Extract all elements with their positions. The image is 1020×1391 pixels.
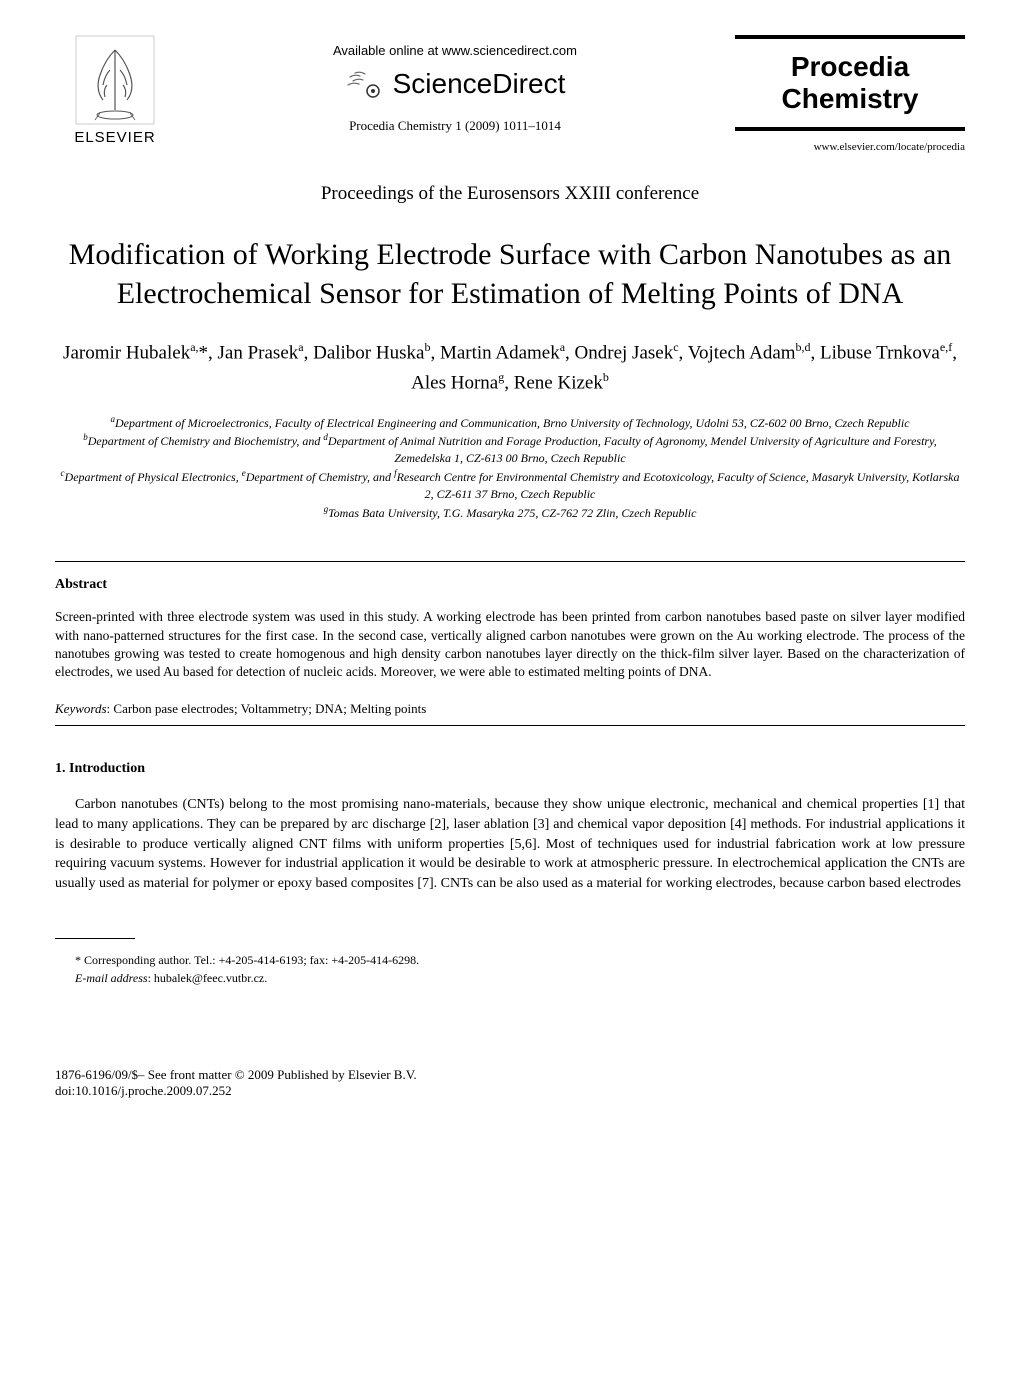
keywords-line: Keywords: Carbon pase electrodes; Voltam…	[55, 701, 965, 717]
author-list: Jaromir Hubaleka,*, Jan Praseka, Dalibor…	[55, 338, 965, 398]
introduction-text: Carbon nanotubes (CNTs) belong to the mo…	[55, 795, 965, 893]
keywords-label: Keywords	[55, 701, 107, 716]
abstract-text: Screen-printed with three electrode syst…	[55, 608, 965, 681]
keywords-text: : Carbon pase electrodes; Voltammetry; D…	[107, 701, 427, 716]
page-footer: 1876-6196/09/$– See front matter © 2009 …	[55, 1067, 965, 1099]
email-label: E-mail address	[75, 971, 148, 985]
journal-url: www.elsevier.com/locate/procedia	[735, 141, 965, 153]
publisher-label: ELSEVIER	[74, 129, 155, 146]
publisher-block: ELSEVIER	[55, 35, 175, 146]
footnote-contact: * Corresponding author. Tel.: +4-205-414…	[75, 951, 965, 969]
available-online-text: Available online at www.sciencedirect.co…	[175, 43, 735, 58]
copyright-line: 1876-6196/09/$– See front matter © 2009 …	[55, 1067, 965, 1083]
center-header-block: Available online at www.sciencedirect.co…	[175, 35, 735, 134]
page-header: ELSEVIER Available online at www.science…	[55, 35, 965, 153]
rule-below-keywords	[55, 725, 965, 726]
affiliations: aDepartment of Microelectronics, Faculty…	[55, 413, 965, 522]
introduction-heading: 1. Introduction	[55, 761, 965, 777]
journal-block: Procedia Chemistry www.elsevier.com/loca…	[735, 35, 965, 153]
elsevier-tree-icon	[75, 35, 155, 125]
sciencedirect-text: ScienceDirect	[393, 68, 566, 100]
corresponding-author-footnote: * Corresponding author. Tel.: +4-205-414…	[55, 951, 965, 987]
footnote-rule	[55, 938, 135, 939]
journal-title-box: Procedia Chemistry	[735, 35, 965, 131]
email-value: : hubalek@feec.vutbr.cz.	[148, 971, 268, 985]
footnote-email: E-mail address: hubalek@feec.vutbr.cz.	[75, 969, 965, 987]
journal-title-2: Chemistry	[735, 83, 965, 115]
conference-name: Proceedings of the Eurosensors XXIII con…	[55, 183, 965, 205]
citation-line: Procedia Chemistry 1 (2009) 1011–1014	[175, 118, 735, 134]
abstract-heading: Abstract	[55, 577, 965, 593]
article-title: Modification of Working Electrode Surfac…	[55, 235, 965, 313]
doi-line: doi:10.1016/j.proche.2009.07.252	[55, 1083, 965, 1099]
journal-title-1: Procedia	[735, 51, 965, 83]
sciencedirect-logo: ScienceDirect	[175, 68, 735, 100]
rule-above-abstract	[55, 561, 965, 562]
sciencedirect-icon	[345, 69, 385, 99]
